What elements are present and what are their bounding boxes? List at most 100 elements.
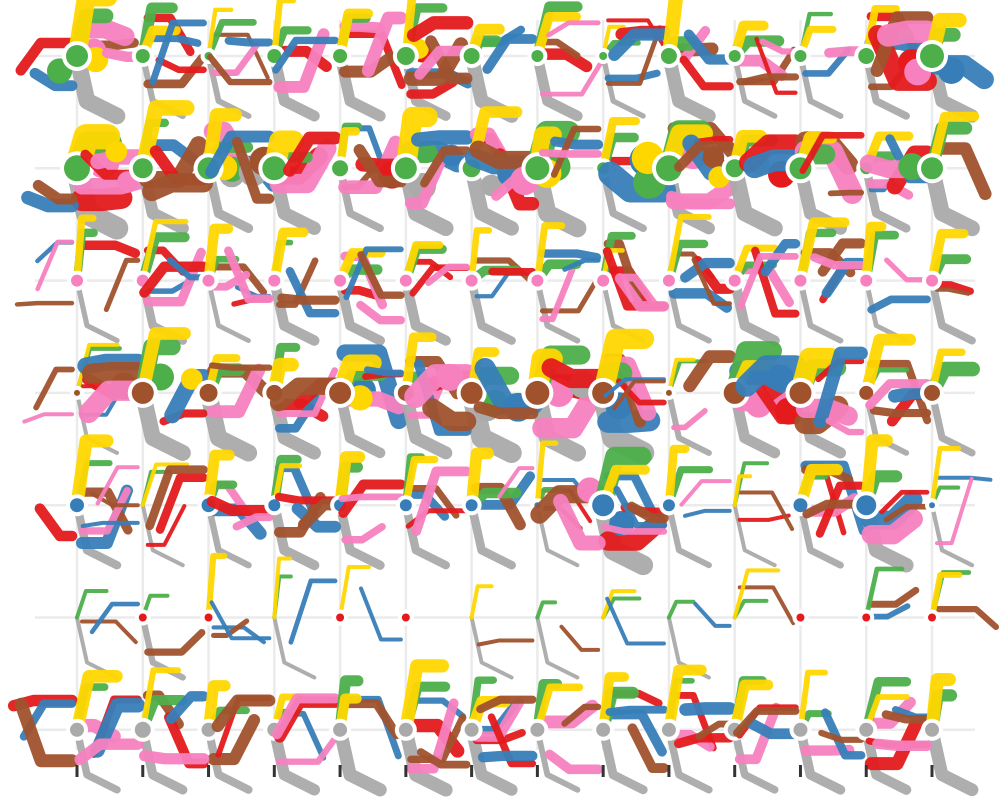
series-path-pink bbox=[276, 731, 342, 765]
series-path-pink bbox=[600, 523, 668, 535]
series-path-brown bbox=[276, 257, 319, 308]
series-path-yellow bbox=[136, 327, 191, 400]
marker-point bbox=[596, 722, 611, 737]
series-path-brown bbox=[420, 146, 471, 188]
series-path-yellow bbox=[401, 332, 437, 398]
series-path-yellow bbox=[401, 241, 444, 285]
series-path-gray bbox=[732, 503, 777, 568]
series-path-red bbox=[206, 495, 275, 517]
series-path-brown bbox=[869, 406, 932, 418]
marker-point bbox=[796, 613, 805, 622]
series-path-yellow bbox=[271, 463, 303, 508]
series-path-yellow bbox=[335, 248, 386, 286]
series-path-yellow bbox=[70, 434, 114, 512]
series-path-gray bbox=[272, 615, 317, 680]
glyph-cell bbox=[283, 122, 403, 233]
series-path-green bbox=[75, 588, 109, 620]
series-path-pink bbox=[872, 738, 933, 751]
series-path-brown bbox=[14, 300, 75, 307]
series-path-red bbox=[933, 281, 974, 295]
glyph-cell bbox=[224, 227, 320, 346]
series-path-brown bbox=[142, 173, 214, 202]
series-path-pink bbox=[139, 750, 210, 765]
marker-point bbox=[728, 50, 741, 62]
series-path-blue bbox=[291, 502, 341, 533]
series-blob-brown bbox=[702, 146, 725, 169]
glyph-cell bbox=[541, 328, 661, 465]
marker-point bbox=[525, 380, 550, 405]
series-path-brown bbox=[476, 695, 537, 714]
glyph-cell bbox=[679, 461, 795, 568]
series-path-pink bbox=[539, 58, 605, 97]
series-path-gray bbox=[465, 723, 518, 796]
series-path-brown bbox=[14, 697, 79, 768]
series-path-gray bbox=[665, 502, 712, 569]
series-path-brown bbox=[691, 257, 732, 306]
series-path-gray bbox=[268, 724, 321, 796]
marker-point bbox=[662, 499, 675, 512]
series-path-brown bbox=[469, 140, 542, 169]
series-path-brown bbox=[476, 638, 535, 647]
series-path-brown bbox=[559, 624, 601, 652]
marker-point bbox=[921, 157, 944, 180]
series-path-gray bbox=[535, 615, 580, 680]
series-path-gray bbox=[74, 277, 120, 344]
series-path-yellow bbox=[67, 0, 117, 66]
marker-point bbox=[597, 274, 610, 287]
glyph-cell bbox=[813, 333, 932, 456]
series-path-yellow bbox=[863, 694, 910, 733]
series-path-yellow bbox=[272, 556, 293, 620]
series-path-yellow bbox=[593, 328, 655, 403]
series-path-gray bbox=[269, 500, 320, 571]
series-path-red bbox=[737, 513, 791, 522]
series-path-gray bbox=[334, 387, 386, 459]
series-path-yellow bbox=[534, 440, 559, 508]
series-path-yellow bbox=[73, 214, 97, 285]
series-path-gray bbox=[534, 726, 581, 793]
series-path-yellow bbox=[402, 455, 439, 509]
series-path-blue bbox=[411, 130, 474, 147]
marker-point bbox=[70, 498, 84, 513]
glyph-cell bbox=[865, 672, 979, 797]
series-path-yellow bbox=[664, 444, 690, 510]
series-path-blue bbox=[608, 28, 671, 62]
marker-point bbox=[460, 381, 483, 404]
series-path-blue bbox=[813, 346, 868, 429]
series-path-pink bbox=[810, 253, 866, 270]
series-path-brown bbox=[737, 585, 796, 626]
glyph-cell bbox=[74, 667, 188, 795]
series-path-pink bbox=[74, 738, 144, 766]
series-path-gray bbox=[730, 725, 779, 794]
series-path-yellow bbox=[601, 24, 626, 59]
marker-point bbox=[794, 50, 807, 62]
series-path-yellow bbox=[532, 11, 582, 61]
glyph-cell bbox=[530, 446, 667, 576]
marker-point bbox=[789, 381, 812, 404]
marker-point bbox=[794, 274, 807, 287]
series-path-red bbox=[406, 16, 474, 42]
series-path-brown bbox=[81, 362, 148, 384]
series-path-gray bbox=[729, 275, 780, 346]
marker-point bbox=[859, 722, 874, 737]
series-path-yellow bbox=[338, 565, 371, 620]
marker-point bbox=[929, 502, 936, 509]
series-path-pink bbox=[671, 408, 708, 431]
series-path-red bbox=[15, 37, 78, 76]
glyph-cell bbox=[733, 669, 855, 795]
series-path-pink bbox=[532, 385, 604, 439]
glyph-cell bbox=[924, 570, 1000, 631]
series-path-yellow bbox=[929, 571, 963, 621]
series-path-gray bbox=[600, 53, 646, 119]
series-path-brown bbox=[407, 484, 460, 519]
series-path-gray bbox=[399, 723, 453, 797]
series-path-brown bbox=[934, 287, 971, 296]
marker-point bbox=[858, 48, 875, 64]
series-path-gray bbox=[532, 50, 583, 122]
series-path-blue bbox=[613, 485, 668, 529]
series-path-pink bbox=[425, 263, 470, 286]
series-path-gray bbox=[534, 277, 581, 344]
series-path-pink bbox=[414, 45, 472, 80]
series-path-pink bbox=[669, 729, 715, 752]
series-path-blue bbox=[605, 705, 668, 717]
series-path-blue bbox=[149, 19, 207, 86]
